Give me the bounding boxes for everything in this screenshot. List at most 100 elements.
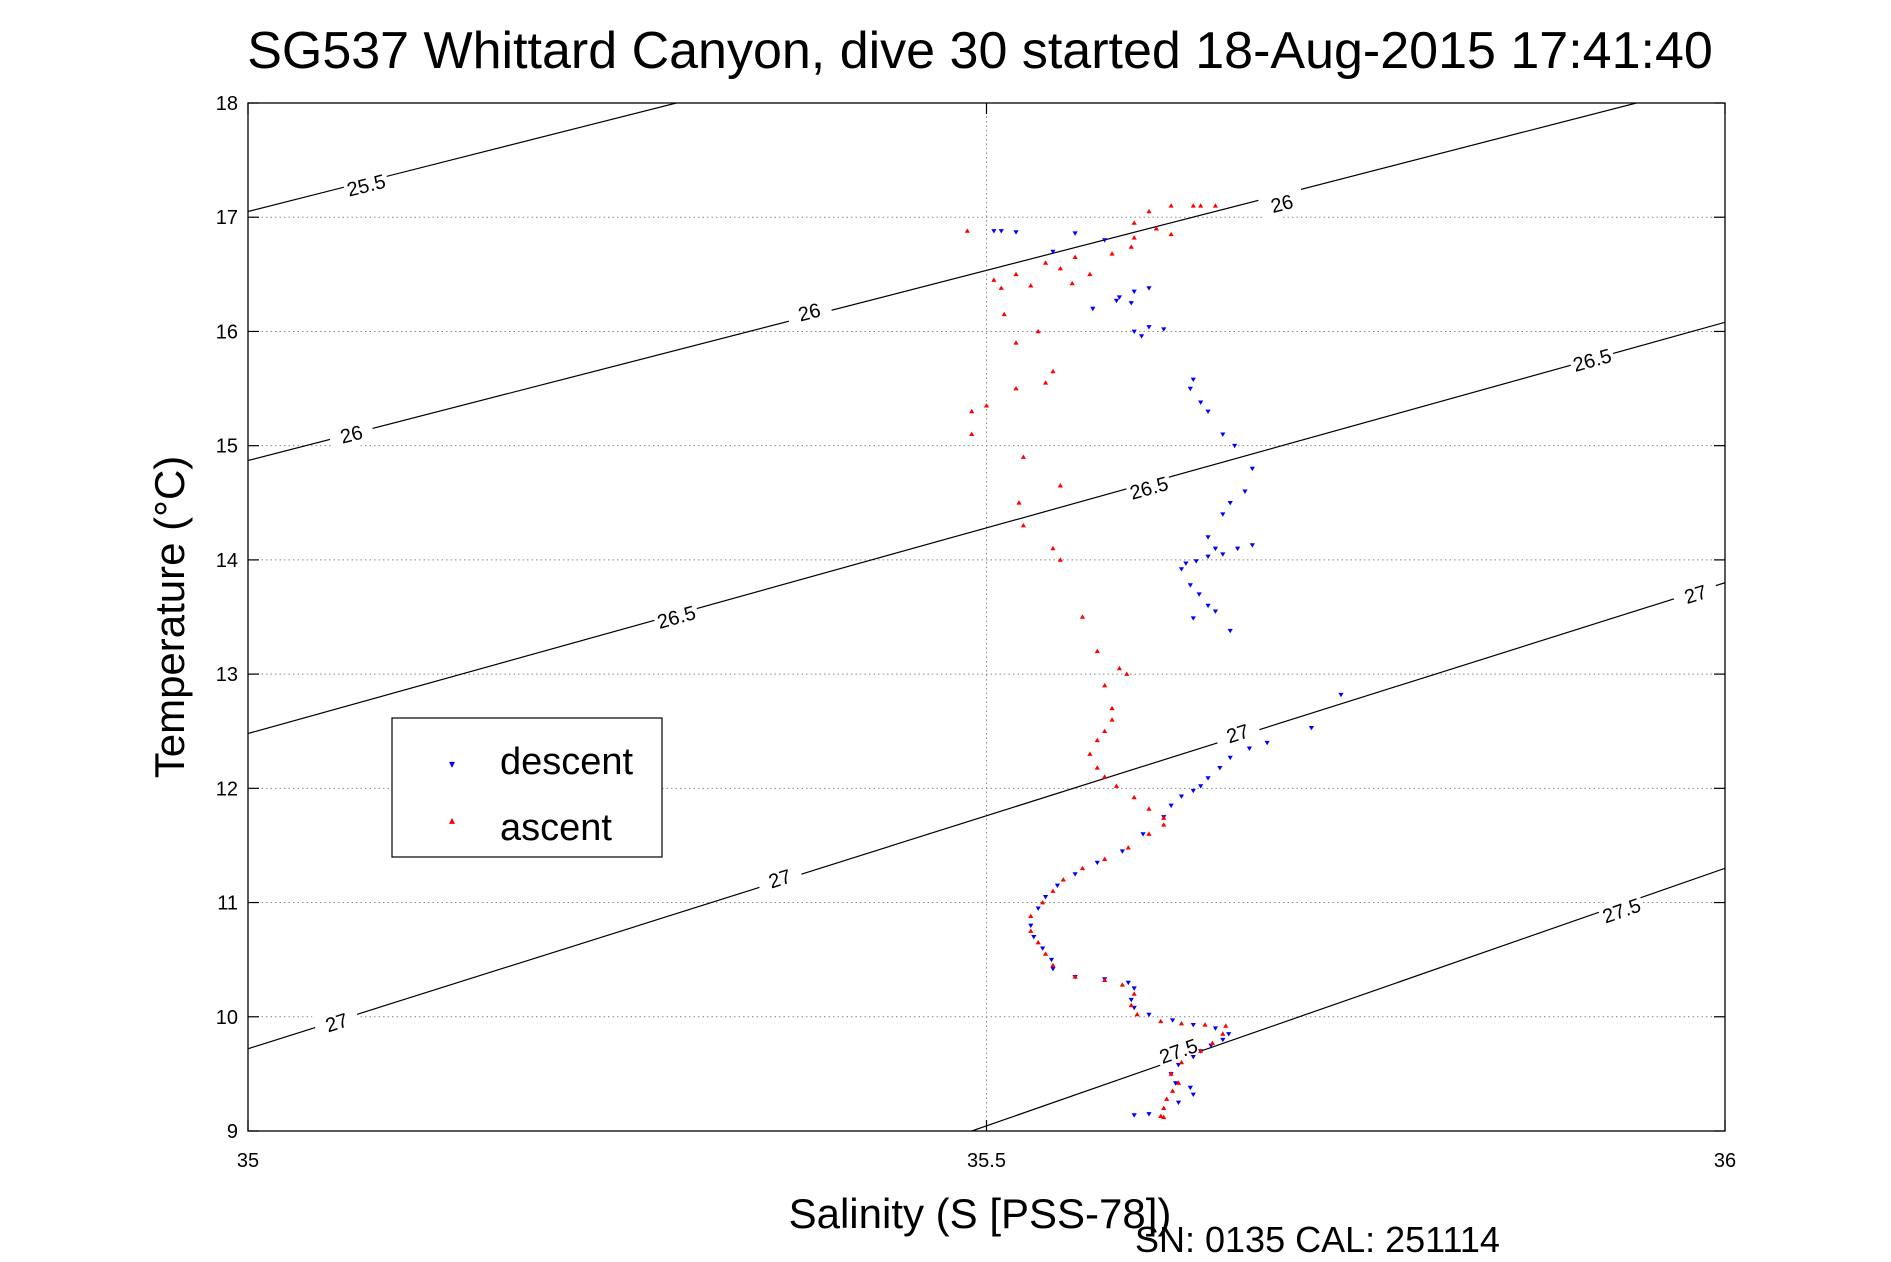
ascent-point [1134,1011,1140,1017]
descent-point [1072,872,1078,877]
density-contour-label-text: 26 [338,422,365,449]
descent-point [1338,692,1344,698]
legend: ▾ descent ▴ ascent [391,717,663,858]
descent-point [1220,512,1226,517]
x-axis-label: Salinity (S [PSS-78]) [789,1190,1172,1237]
density-contour-label: 26 [326,416,376,453]
ascent-point [1168,231,1174,237]
descent-point [1131,1113,1137,1118]
ascent-point [1198,1048,1204,1053]
descent-point [1187,1085,1193,1091]
descent-point [991,229,997,234]
descent-point [1249,543,1255,548]
ascent-point [1094,737,1100,743]
legend-marker-descent: ▾ [449,757,455,771]
descent-point [1234,546,1241,552]
ascent-point [1050,888,1056,893]
ascent-point [1094,765,1100,770]
legend-marker-ascent: ▴ [449,813,455,827]
descent-point [1031,935,1037,940]
density-contour-label: 26 [1257,185,1307,222]
ascent-point [1028,913,1034,919]
ascent-point [1072,974,1078,979]
descent-point [1190,1092,1196,1098]
density-contour-label: 25.5 [341,167,391,204]
ascent-point [1146,208,1152,214]
axis-ticks: 9 10 11 12 13 14 15 16 17 18 35 35.5 36 [216,93,1736,1172]
series-ascent [964,203,1229,1120]
ascent-point [1161,822,1167,827]
descent-point [1146,286,1152,291]
ascent-point [1057,557,1063,562]
ascent-point [1164,1096,1170,1101]
ascent-point [1168,203,1174,208]
instrument-calibration-text: SN: 0135 CAL: 251114 [1135,1219,1500,1260]
descent-point [1161,327,1167,332]
descent-point [1212,609,1219,614]
descent-point [1205,776,1211,781]
density-contour-label: 27 [1212,714,1263,753]
chart-title: SG537 Whittard Canyon, dive 30 started 1… [247,22,1713,80]
ascent-point [1125,845,1131,850]
ascent-point [1158,1018,1164,1024]
descent-point [1175,1100,1182,1106]
descent-point [1212,1026,1219,1031]
x-tick-label: 35 [237,1150,259,1172]
y-tick-label: 12 [216,778,238,800]
density-contour-label-background [1567,341,1617,379]
descent-point [1146,325,1152,330]
ascent-point [1102,856,1108,861]
ascent-point [1161,1105,1167,1110]
descent-point [1190,788,1196,794]
ascent-point [1223,1023,1229,1028]
descent-point [1119,849,1125,854]
descent-point [1190,1022,1196,1028]
descent-point [1050,967,1056,972]
ascent-point [1113,783,1120,788]
ascent-point [1202,1022,1208,1027]
descent-point [1113,298,1120,304]
ascent-point [1057,266,1063,271]
ascent-point [1161,815,1167,820]
ascent-point [1131,220,1137,225]
ascent-point [1035,939,1041,945]
y-tick-label: 9 [227,1121,238,1143]
density-contour-line [248,103,1637,462]
ascent-point [1013,385,1019,391]
ascent-point [1094,648,1100,654]
descent-point [1072,231,1078,236]
descent-point [1220,432,1226,437]
density-contour-label-background [1124,469,1174,507]
descent-point [1196,592,1202,597]
descent-point [1040,946,1046,951]
density-contour-label-background [651,598,702,636]
grid-lines [248,103,1725,1131]
descent-point [1050,249,1056,255]
descent-point [1205,554,1211,560]
x-tick-label: 35.5 [967,1150,1006,1172]
descent-point [1183,561,1189,566]
descent-point [1146,1012,1152,1018]
ascent-point [1178,1059,1185,1065]
descent-point [1232,443,1238,449]
ascent-point [1158,1113,1164,1118]
descent-point [1042,895,1049,900]
ascent-point [1040,899,1046,905]
density-contour-label: 26 [784,293,834,331]
ascent-point [1028,283,1034,288]
descent-point [1205,535,1211,540]
descent-point [1227,755,1233,761]
legend-label-ascent: ascent [500,807,612,849]
ascent-point [1050,368,1056,374]
descent-point [1187,386,1193,392]
y-tick-label: 14 [216,550,238,572]
ascent-point [969,431,975,437]
descent-point [1226,1032,1232,1037]
descent-point [1227,500,1233,506]
descent-point [1013,230,1019,235]
density-contour-line [248,321,1725,735]
y-tick-label: 18 [216,93,238,115]
descent-point [1116,295,1123,300]
density-contour-line [248,103,677,213]
descent-point [1227,628,1233,634]
